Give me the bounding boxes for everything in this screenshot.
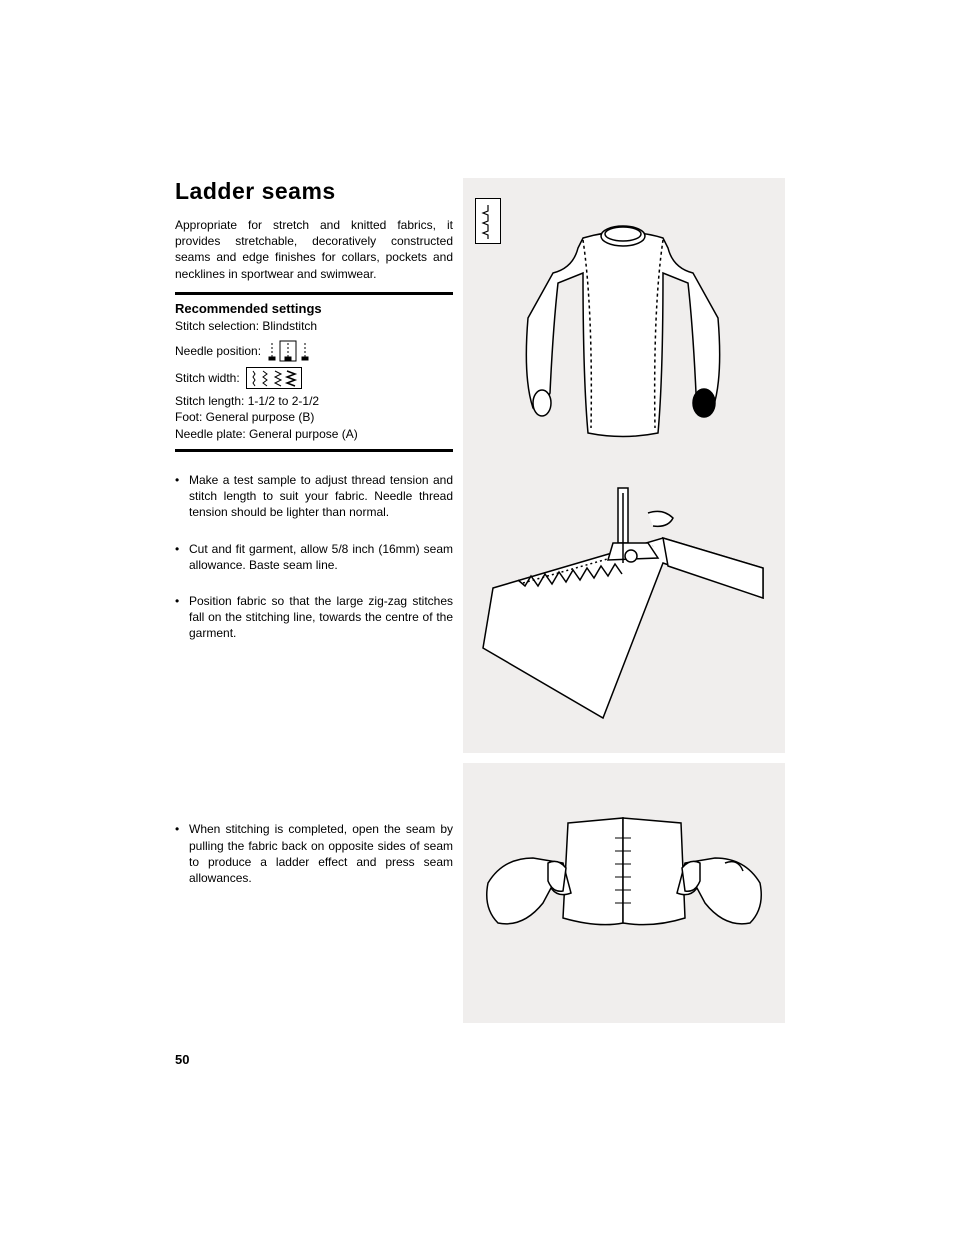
page-title: Ladder seams [175,178,453,205]
illustration-shirt [463,178,785,468]
stitch-selection-value: Blindstitch [262,319,317,333]
intro-paragraph: Appropriate for stretch and knitted fabr… [175,217,453,282]
stitch-width-label: Stitch width: [175,369,240,387]
setting-needle-position: Needle position: [175,339,453,363]
stitch-selection-label: Stitch selection: [175,319,259,333]
stitch-width-icons [246,367,302,389]
settings-heading: Recommended settings [175,301,453,316]
stitch-width-icon [250,369,298,387]
needle-position-label: Needle position: [175,342,261,360]
blindstitch-badge-icon [475,198,501,244]
hands-illustration-svg [463,763,785,1023]
illustration-sewing [463,468,785,753]
setting-stitch-width: Stitch width: [175,367,453,389]
needle-position-icon [267,339,317,363]
setting-stitch-selection: Stitch selection: Blindstitch [175,318,453,335]
sewing-illustration-svg [463,468,785,753]
illustration-hands [463,763,785,1023]
needle-position-icons [267,339,317,363]
step-item: Position fabric so that the large zig-za… [189,593,453,642]
setting-stitch-length: Stitch length: 1-1/2 to 2-1/2 [175,393,453,410]
divider-top [175,292,453,295]
step-item: Make a test sample to adjust thread tens… [189,472,453,521]
page-number: 50 [175,1052,189,1067]
step-item: When stitching is completed, open the se… [189,821,453,886]
shirt-illustration-svg [463,178,785,468]
setting-needle-plate: Needle plate: General purpose (A) [175,426,453,443]
setting-foot: Foot: General purpose (B) [175,409,453,426]
step-item: Cut and fit garment, allow 5/8 inch (16m… [189,541,453,573]
instruction-list: Make a test sample to adjust thread tens… [175,472,453,886]
divider-bottom [175,449,453,452]
illustration-column [463,178,785,1023]
